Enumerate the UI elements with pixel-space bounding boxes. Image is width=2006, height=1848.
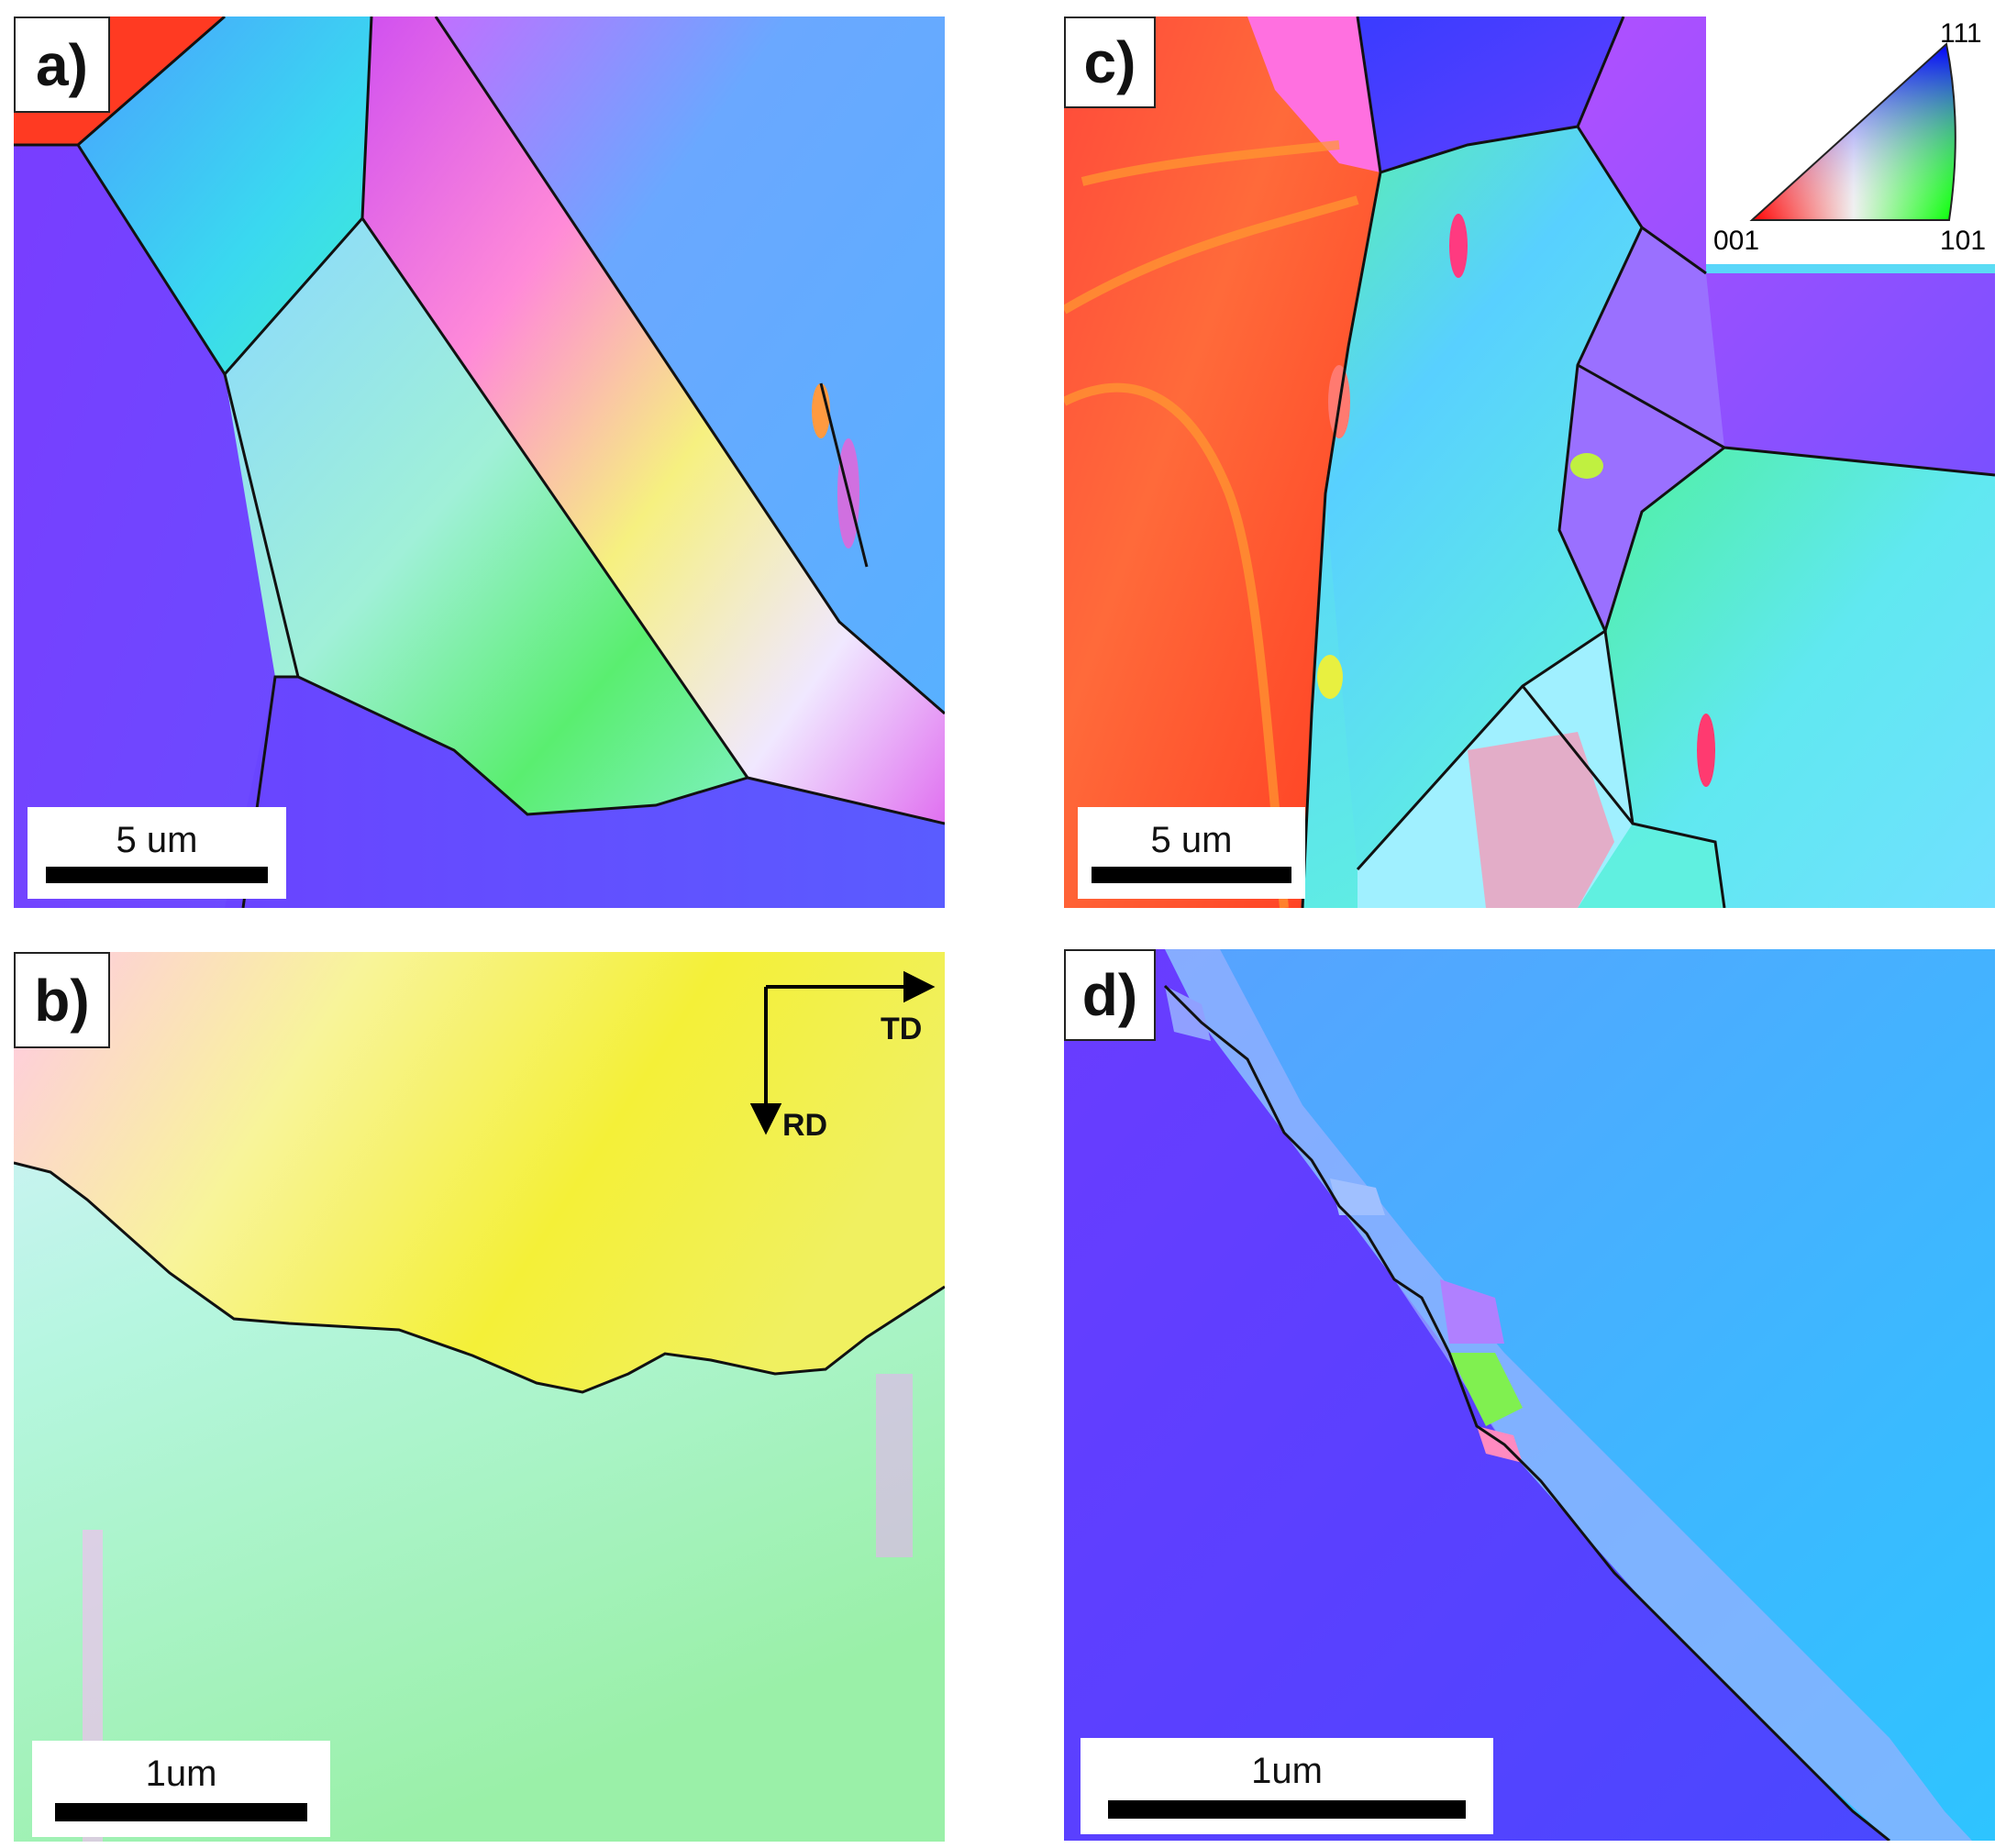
- panel-d: d) 1um: [1064, 949, 1995, 1841]
- panel-c-scale-text: 5 um: [1150, 820, 1233, 860]
- panel-c-map: [1064, 17, 1995, 908]
- panel-d-map: [1064, 949, 1995, 1841]
- grain: [1358, 17, 1624, 172]
- legend-111-label: 111: [1940, 18, 1982, 49]
- panel-a: a) 5 um: [14, 17, 945, 908]
- grain: [1330, 1179, 1385, 1215]
- grain: [1064, 17, 1380, 908]
- panel-c-scale-line: [1092, 867, 1291, 883]
- panel-b-label: b): [14, 952, 110, 1048]
- grain: [78, 17, 371, 374]
- panel-d-scalebar: 1um: [1081, 1738, 1493, 1834]
- grain: [1165, 986, 1211, 1041]
- panel-b: b) TD RD 1um: [14, 952, 945, 1842]
- legend-001-label: 001: [1713, 226, 1760, 256]
- panel-d-scale-text: 1um: [1251, 1751, 1323, 1791]
- legend-101-label: 101: [1940, 226, 1987, 256]
- panel-b-scale-text: 1um: [145, 1754, 217, 1794]
- panel-c-scalebar: 5 um: [1078, 807, 1305, 899]
- panel-b-scalebar: 1um: [32, 1741, 330, 1837]
- grain: [1247, 17, 1380, 172]
- axes-arrows: [749, 970, 936, 1135]
- panel-b-map: [14, 952, 945, 1842]
- grain: [1325, 127, 1642, 869]
- grain: [1559, 227, 1724, 631]
- grain: [1064, 949, 1890, 1841]
- grain: [1449, 1353, 1523, 1426]
- grain: [1468, 732, 1614, 908]
- grain: [14, 952, 945, 1392]
- panel-d-scale-line: [1108, 1800, 1466, 1819]
- grain: [1440, 1279, 1504, 1344]
- panel-a-scalebar: 5 um: [28, 807, 286, 899]
- panel-a-scale-line: [46, 867, 268, 883]
- panel-c: c) 111 001 101 5 um: [1064, 17, 1995, 908]
- panel-d-label: d): [1064, 949, 1156, 1041]
- axis-rd-label: RD: [782, 1108, 828, 1143]
- grain: [225, 218, 748, 814]
- grain: [225, 677, 945, 908]
- panel-c-label: c): [1064, 17, 1156, 108]
- grain: [362, 17, 945, 824]
- panel-a-map: [14, 17, 945, 908]
- panel-b-scale-line: [55, 1803, 307, 1821]
- grain: [436, 17, 945, 714]
- grain: [1605, 448, 1995, 908]
- panel-a-label: a): [14, 17, 110, 113]
- panel-a-scale-text: 5 um: [116, 820, 198, 860]
- axis-td-label: TD: [881, 1012, 923, 1046]
